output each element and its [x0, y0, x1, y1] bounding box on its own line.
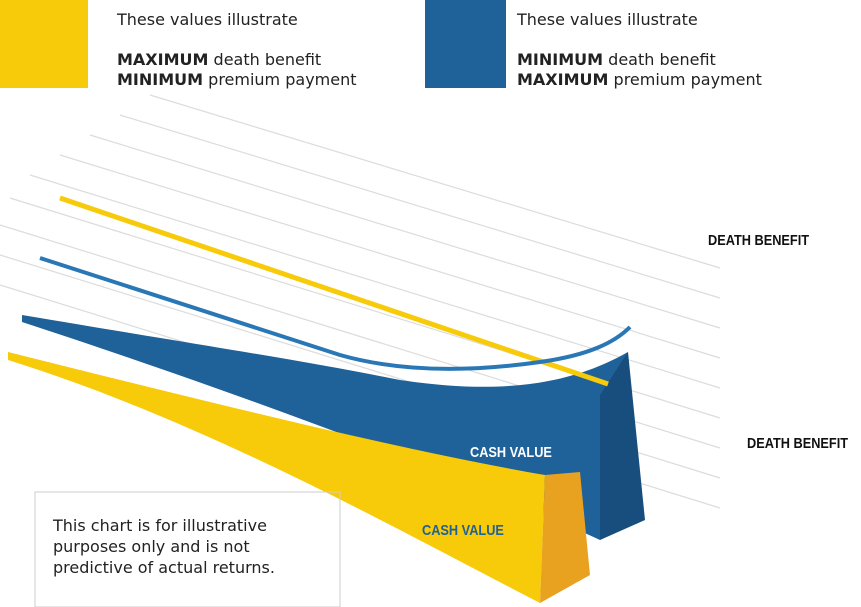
cash-value-label: CASH VALUE [422, 522, 504, 539]
legend-text: death benefit [608, 50, 716, 69]
legend-text: premium payment [208, 70, 356, 89]
legend-line: MINIMUM premium payment [117, 70, 357, 90]
page: These values illustrate MAXIMUM death be… [0, 0, 861, 607]
death-benefit-label: DEATH BENEFIT [708, 232, 809, 249]
legend-bold: MINIMUM [117, 70, 203, 89]
cash-value-label: CASH VALUE [470, 444, 552, 461]
legend-swatch-blue [425, 0, 506, 88]
legend-line: MAXIMUM death benefit [117, 50, 321, 70]
death-benefit-label: DEATH BENEFIT [747, 435, 848, 452]
legend-bold: MAXIMUM [117, 50, 208, 69]
legend-bold: MAXIMUM [517, 70, 608, 89]
legend-line: MAXIMUM premium payment [517, 70, 762, 90]
disclaimer: This chart is for illustrative purposes … [53, 515, 293, 578]
legend-intro: These values illustrate [517, 10, 698, 30]
legend-text: premium payment [614, 70, 762, 89]
legend-line: MINIMUM death benefit [517, 50, 716, 70]
legend-text: death benefit [214, 50, 322, 69]
legend-intro: These values illustrate [117, 10, 298, 30]
legend-swatch-yellow [0, 0, 88, 88]
legend-bold: MINIMUM [517, 50, 603, 69]
